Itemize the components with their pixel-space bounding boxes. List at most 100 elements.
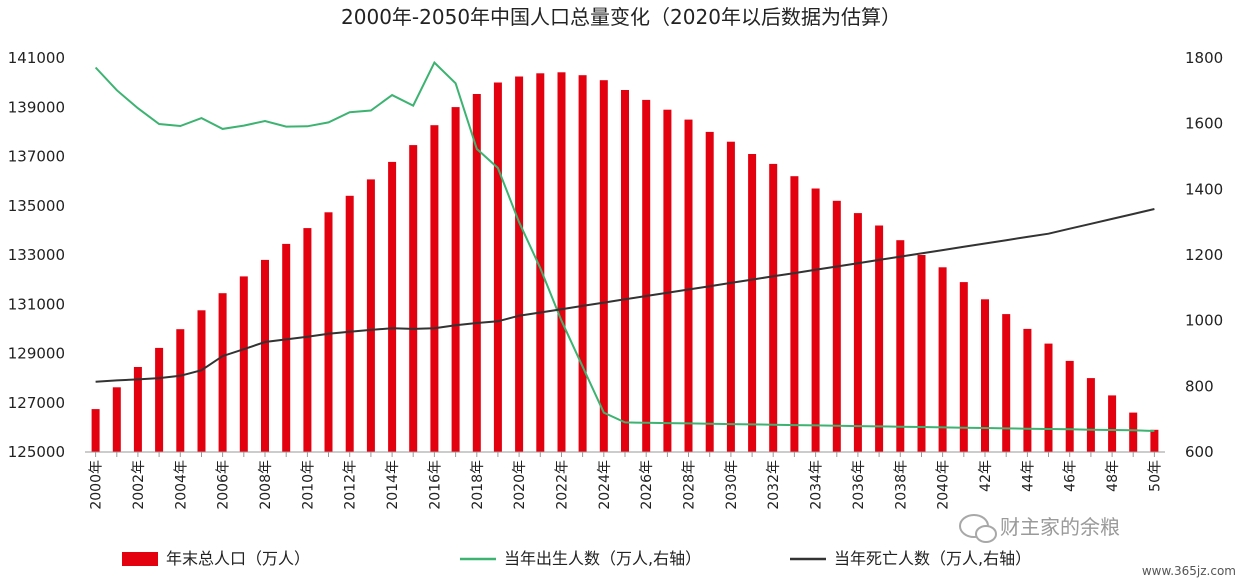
x-tick-label: 2026年	[639, 460, 655, 510]
legend-swatch-bar	[122, 552, 158, 566]
bar-2002	[133, 367, 142, 452]
left-tick-label: 127000	[8, 394, 65, 412]
left-tick-label: 125000	[8, 443, 65, 461]
x-tick-label: 2032年	[766, 460, 782, 510]
bar-2003	[155, 347, 164, 452]
bar-2034	[811, 188, 820, 452]
bar-2048	[1108, 395, 1117, 452]
x-tick-label: 2018年	[470, 460, 486, 510]
bar-2032	[769, 163, 778, 452]
x-tick-label: 2006年	[216, 460, 232, 510]
x-tick-label: 2016年	[427, 460, 443, 510]
bar-2029	[705, 131, 714, 452]
bar-2026	[642, 99, 651, 453]
bar-2031	[748, 154, 757, 452]
wechat-icon	[959, 514, 997, 543]
bar-2015	[409, 145, 418, 452]
x-tick-label: 2002年	[131, 460, 147, 510]
bar-2010	[303, 228, 312, 452]
left-tick-label: 141000	[8, 49, 65, 67]
x-tick-label: 2014年	[385, 460, 401, 510]
bar-2018	[472, 94, 481, 452]
x-tick-label: 2024年	[597, 460, 613, 510]
left-tick-label: 129000	[8, 345, 65, 363]
bar-2039	[917, 255, 926, 452]
bar-2049	[1129, 412, 1138, 452]
right-tick-label: 800	[1185, 377, 1214, 395]
bar-series	[91, 72, 1159, 453]
births-line	[94, 60, 1155, 432]
legend-label-1: 当年出生人数（万人,右轴）	[504, 549, 701, 568]
x-tick-label: 2040年	[936, 460, 952, 510]
bar-2007	[239, 276, 248, 452]
line-series	[94, 60, 1155, 432]
bar-2045	[1044, 343, 1053, 452]
bar-2047	[1086, 378, 1095, 452]
x-tick-label: 44年	[1020, 460, 1036, 492]
x-tick-label: 2010年	[300, 460, 316, 510]
legend-label-0: 年末总人口（万人）	[166, 549, 310, 568]
right-tick-label: 600	[1185, 443, 1214, 461]
left-tick-label: 131000	[8, 295, 65, 313]
bar-2004	[176, 329, 185, 452]
legend: 年末总人口（万人） 当年出生人数（万人,右轴） 当年死亡人数（万人,右轴）	[122, 549, 1031, 568]
wechat-bubble-small	[975, 525, 997, 543]
left-tick-label: 139000	[8, 98, 65, 116]
bar-2050	[1150, 429, 1159, 452]
x-tick-label: 2034年	[809, 460, 825, 510]
x-tick-label: 2036年	[851, 460, 867, 510]
x-tick-label: 2004年	[173, 460, 189, 510]
bar-2005	[197, 310, 206, 452]
right-tick-label: 1000	[1185, 312, 1223, 330]
x-tick-label: 48年	[1105, 460, 1121, 492]
bar-2012	[345, 195, 354, 453]
x-tick-label: 2038年	[893, 460, 909, 510]
right-tick-label: 1600	[1185, 115, 1223, 133]
x-tick-label: 46年	[1063, 460, 1079, 492]
x-tick-label: 2022年	[555, 460, 571, 510]
bar-2022	[557, 72, 566, 453]
bar-2038	[896, 240, 905, 452]
bar-2042	[981, 299, 989, 452]
bar-2024	[599, 80, 608, 452]
bar-2043	[1002, 314, 1011, 452]
x-tick-label: 2008年	[258, 460, 274, 510]
bar-2025	[621, 90, 629, 452]
x-tick-label: 2028年	[682, 460, 698, 510]
x-tick-label: 50年	[1147, 460, 1163, 492]
left-tick-label: 135000	[8, 197, 65, 215]
bar-2000	[91, 409, 100, 452]
bar-2016	[430, 125, 439, 452]
left-tick-label: 137000	[8, 148, 65, 166]
legend-label-2: 当年死亡人数（万人,右轴）	[834, 549, 1031, 568]
x-tick-label: 2020年	[512, 460, 528, 510]
x-tick-label: 42年	[978, 460, 994, 492]
watermark: 财主家的余粮 www.365jz.com	[959, 514, 1236, 578]
bar-2013	[366, 179, 375, 452]
bar-2046	[1065, 360, 1074, 452]
bar-2009	[282, 243, 291, 452]
bar-2020	[515, 76, 524, 452]
bar-2023	[578, 75, 587, 452]
bar-2028	[684, 119, 693, 452]
bar-2040	[938, 267, 947, 452]
chart-title: 2000年-2050年中国人口总量变化（2020年以后数据为估算）	[341, 5, 901, 29]
watermark-url: www.365jz.com	[1142, 564, 1236, 578]
bar-2021	[536, 73, 545, 453]
bar-2006	[218, 293, 227, 452]
axes: 125000 127000 129000 131000 133000 135000 1370…	[8, 49, 1223, 510]
watermark-account: 财主家的余粮	[1000, 515, 1120, 539]
x-tick-label: 2030年	[724, 460, 740, 510]
bar-2017	[451, 107, 460, 452]
bar-2030	[726, 141, 735, 452]
deaths-line	[95, 208, 1155, 383]
bar-2008	[261, 259, 269, 452]
bar-2019	[493, 82, 502, 452]
right-tick-label: 1200	[1185, 246, 1223, 264]
bar-2044	[1023, 328, 1032, 452]
bar-2036	[853, 213, 862, 452]
right-tick-label: 1800	[1185, 49, 1223, 67]
bar-2001	[112, 387, 121, 452]
